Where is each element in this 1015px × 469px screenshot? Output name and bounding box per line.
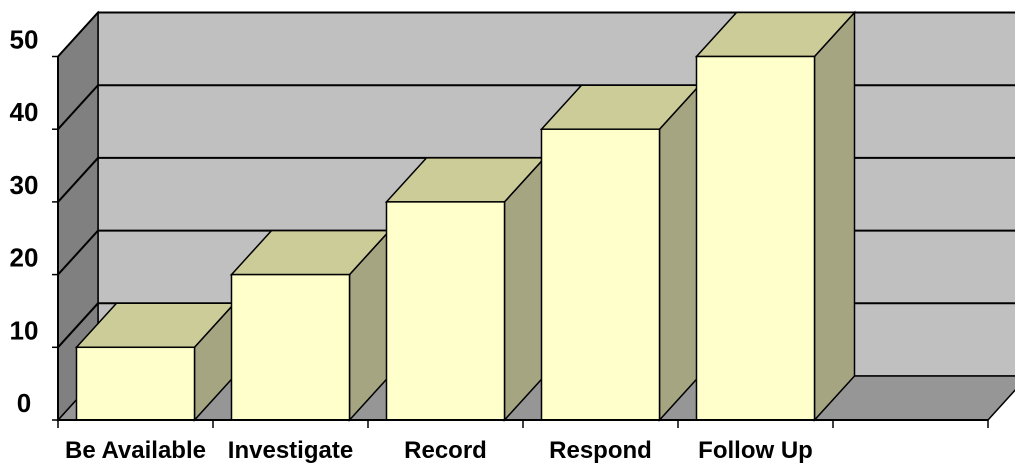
bar (229, 228, 392, 422)
y-tick-label: 50 (10, 25, 39, 55)
gridline (57, 11, 1015, 58)
bar (384, 155, 547, 422)
x-tick-label: Investigate (228, 437, 353, 464)
bar-side (813, 10, 856, 422)
x-tick-label: Record (404, 437, 487, 464)
y-tick-label: 20 (10, 243, 39, 273)
y-tick-label: 10 (10, 315, 39, 345)
x-axis-tick-labels: Be Available Investigate Record Respond Foll… (57, 419, 989, 464)
bar-front (695, 55, 816, 421)
bar-side (503, 155, 546, 422)
bars (74, 10, 857, 422)
y-tick-label: 40 (10, 97, 39, 127)
bar-front (230, 273, 351, 421)
bar-front (385, 201, 506, 421)
y-axis-tick-labels: 0 10 20 30 40 50 (10, 25, 59, 421)
x-tick-label: Respond (549, 437, 652, 464)
x-tick-label: Be Available (65, 437, 206, 464)
y-tick-label: 0 (17, 388, 31, 418)
bar (539, 83, 702, 422)
bar (694, 10, 857, 422)
x-tick-label: Follow Up (698, 437, 813, 464)
y-tick-label: 30 (10, 170, 39, 200)
bar-side (658, 83, 701, 422)
bar-front (75, 346, 196, 421)
bar (74, 301, 237, 422)
bar-front (540, 128, 661, 421)
